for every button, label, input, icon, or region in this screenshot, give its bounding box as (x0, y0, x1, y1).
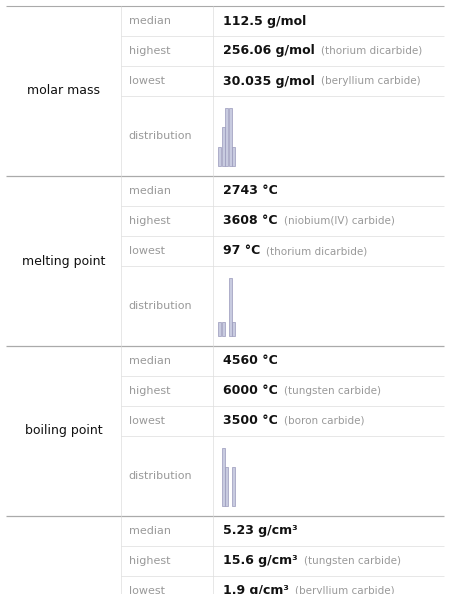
Text: lowest: lowest (129, 76, 165, 86)
Text: distribution: distribution (129, 301, 193, 311)
Text: molar mass: molar mass (27, 84, 100, 97)
Text: 3608 °C: 3608 °C (223, 214, 278, 228)
Text: 6000 °C: 6000 °C (223, 384, 278, 397)
Text: highest: highest (129, 46, 170, 56)
Text: median: median (129, 186, 171, 196)
Bar (221, 321, 225, 336)
Text: highest: highest (129, 216, 170, 226)
Text: boiling point: boiling point (25, 425, 102, 438)
Bar (225, 108, 228, 166)
Text: highest: highest (129, 386, 170, 396)
Text: highest: highest (129, 556, 170, 566)
Text: 2743 °C: 2743 °C (223, 185, 278, 197)
Text: 15.6 g/cm³: 15.6 g/cm³ (223, 555, 297, 567)
Text: 1.9 g/cm³: 1.9 g/cm³ (223, 584, 289, 594)
Text: (beryllium carbide): (beryllium carbide) (295, 586, 395, 594)
Text: 97 °C: 97 °C (223, 245, 260, 258)
Bar (218, 321, 221, 336)
Text: (tungsten carbide): (tungsten carbide) (304, 556, 400, 566)
Text: median: median (129, 356, 171, 366)
Bar (232, 321, 235, 336)
Text: distribution: distribution (129, 131, 193, 141)
Text: melting point: melting point (22, 254, 105, 267)
Bar (229, 278, 232, 336)
Text: median: median (129, 526, 171, 536)
Text: (thorium dicarbide): (thorium dicarbide) (266, 246, 368, 256)
Text: (tungsten carbide): (tungsten carbide) (284, 386, 381, 396)
Text: 4560 °C: 4560 °C (223, 355, 278, 368)
Bar (232, 147, 235, 166)
Text: 112.5 g/mol: 112.5 g/mol (223, 14, 306, 27)
Bar (218, 147, 221, 166)
Text: lowest: lowest (129, 246, 165, 256)
Bar (232, 467, 235, 506)
Bar (221, 127, 225, 166)
Text: 3500 °C: 3500 °C (223, 415, 278, 428)
Text: distribution: distribution (129, 471, 193, 481)
Bar (225, 467, 228, 506)
Text: (boron carbide): (boron carbide) (284, 416, 364, 426)
Text: 5.23 g/cm³: 5.23 g/cm³ (223, 525, 297, 538)
Text: (beryllium carbide): (beryllium carbide) (321, 76, 420, 86)
Bar (221, 448, 225, 506)
Text: 256.06 g/mol: 256.06 g/mol (223, 45, 315, 58)
Text: lowest: lowest (129, 586, 165, 594)
Text: 30.035 g/mol: 30.035 g/mol (223, 74, 315, 87)
Text: lowest: lowest (129, 416, 165, 426)
Text: (thorium dicarbide): (thorium dicarbide) (321, 46, 422, 56)
Text: median: median (129, 16, 171, 26)
Bar (229, 108, 232, 166)
Text: (niobium(IV) carbide): (niobium(IV) carbide) (284, 216, 394, 226)
